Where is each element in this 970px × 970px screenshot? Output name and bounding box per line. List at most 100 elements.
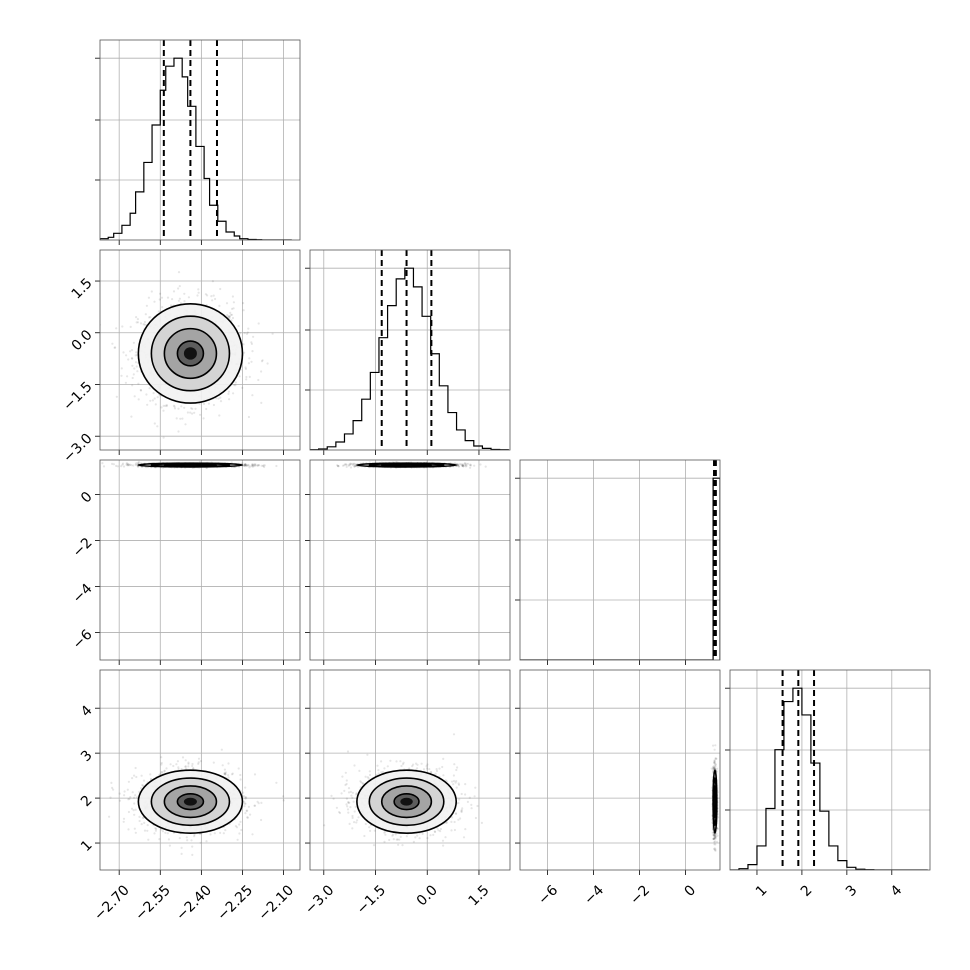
scatter-point (465, 462, 468, 465)
scatter-point (223, 772, 226, 775)
scatter-point (165, 404, 168, 408)
scatter-point (251, 463, 255, 467)
scatter-point (457, 465, 460, 468)
scatter-point (230, 313, 234, 316)
scatter-point (337, 465, 340, 468)
contour-line (393, 463, 420, 467)
scatter-point (368, 461, 371, 464)
scatter-point (231, 295, 234, 298)
scatter-point (218, 414, 221, 417)
scatter-point (184, 759, 187, 762)
scatter-point (127, 358, 130, 361)
scatter-point (223, 768, 226, 771)
scatter-point (114, 346, 117, 349)
scatter-point (111, 342, 114, 345)
scatter-point (205, 407, 208, 411)
scatter-point (245, 375, 248, 379)
scatter-point (228, 315, 231, 318)
scatter-point (120, 374, 123, 377)
scatter-point (484, 465, 487, 468)
scatter-point (219, 396, 222, 399)
scatter-point (135, 351, 138, 354)
scatter-point (178, 297, 181, 300)
scatter-point (479, 463, 482, 466)
scatter-point (126, 375, 129, 378)
scatter-point (162, 409, 165, 412)
scatter-point (353, 465, 356, 468)
density-1-0 (92, 271, 274, 439)
scatter-point (159, 292, 162, 295)
scatter-point (229, 313, 233, 316)
scatter-point (111, 786, 114, 790)
scatter-point (190, 407, 193, 410)
scatter-point (235, 826, 239, 829)
scatter-point (92, 348, 94, 350)
scatter-point (228, 315, 231, 318)
scatter-point (353, 465, 356, 468)
scatter-point (173, 405, 176, 408)
scatter-point (127, 798, 130, 801)
scatter-point (160, 296, 164, 299)
scatter-point (461, 464, 464, 467)
scatter-point (135, 365, 138, 368)
scatter-point (257, 464, 260, 467)
scatter-point (464, 464, 467, 467)
scatter-point (115, 327, 118, 330)
scatter-point (456, 464, 459, 467)
scatter-point (134, 766, 137, 770)
scatter-point (241, 462, 244, 465)
scatter-point (351, 463, 355, 467)
scatter-point (133, 813, 136, 816)
scatter-point (128, 464, 131, 467)
scatter-point (126, 462, 129, 465)
scatter-point (260, 360, 264, 363)
scatter-point (251, 394, 254, 397)
scatter-point (197, 291, 200, 294)
scatter-point (245, 464, 248, 467)
scatter-point (244, 463, 247, 466)
scatter-point (227, 392, 230, 395)
scatter-point (125, 462, 128, 465)
scatter-point (349, 466, 353, 469)
scatter-point (130, 415, 133, 418)
scatter-point (247, 463, 250, 466)
scatter-point (127, 828, 130, 831)
scatter-point (144, 313, 147, 316)
scatter-point (187, 761, 190, 764)
scatter-point (230, 773, 234, 776)
scatter-point (353, 465, 356, 468)
scatter-point (133, 367, 136, 370)
scatter-point (257, 322, 260, 325)
scatter-point (252, 335, 255, 338)
scatter-point (151, 399, 154, 402)
contour-line (150, 315, 231, 392)
scatter-point (257, 378, 260, 382)
contour-line (176, 463, 205, 467)
scatter-point (354, 463, 357, 466)
scatter-point (227, 315, 230, 318)
scatter-point (232, 301, 235, 304)
scatter-point (226, 314, 229, 317)
scatter-point (227, 316, 230, 319)
scatter-point (181, 756, 185, 759)
scatter-point (158, 298, 161, 301)
scatter-point (212, 403, 215, 407)
scatter-point (130, 349, 134, 352)
scatter-point (126, 464, 129, 467)
scatter-point (250, 342, 253, 345)
scatter-point (219, 287, 222, 291)
scatter-point (206, 294, 209, 297)
scatter-point (349, 462, 352, 466)
scatter-point (177, 299, 180, 302)
scatter-point (132, 373, 135, 376)
scatter-point (349, 463, 352, 466)
scatter-point (244, 464, 247, 467)
scatter-point (236, 838, 239, 841)
scatter-point (251, 350, 254, 353)
panel-1-1 (305, 249, 511, 455)
scatter-point (160, 828, 163, 831)
y-tick-label: −1.5 (60, 379, 95, 414)
scatter-point (249, 465, 252, 468)
panel-frame (99, 459, 301, 661)
panel-0-0 (95, 39, 301, 245)
